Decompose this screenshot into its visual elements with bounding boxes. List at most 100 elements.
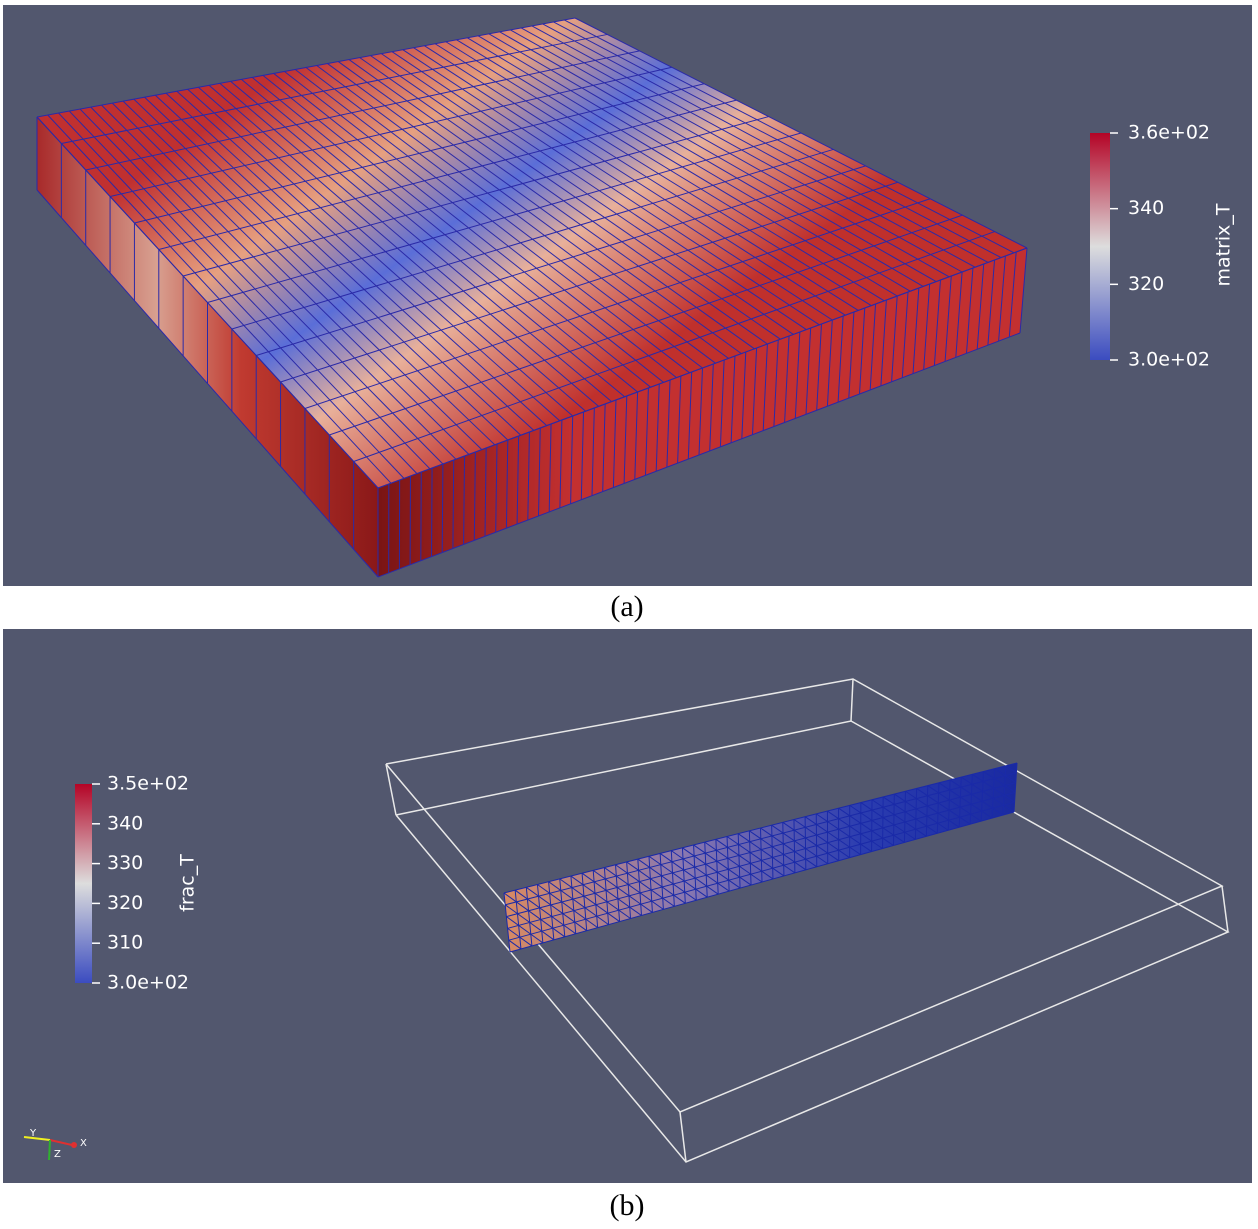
fracture-mesh — [503, 762, 1018, 953]
mesh-line — [693, 844, 697, 901]
mesh-line — [294, 69, 690, 374]
mesh-line — [527, 431, 530, 521]
mesh-line — [36, 189, 379, 578]
mesh-line — [402, 49, 820, 326]
mesh-line — [771, 824, 829, 865]
mesh-line — [463, 455, 466, 545]
colorbar-tick-label: 320 — [107, 892, 143, 914]
mesh-line — [894, 793, 949, 831]
mesh-line — [155, 94, 522, 436]
mesh-line — [538, 427, 541, 517]
mesh-line — [804, 816, 861, 856]
mesh-line — [542, 23, 989, 263]
mesh-line — [564, 19, 1015, 254]
colorbar-tick-label: 3.6e+02 — [1128, 122, 1210, 144]
mesh-line — [938, 782, 993, 819]
mesh-line — [760, 827, 818, 868]
mesh-line — [925, 785, 929, 837]
mesh-line — [773, 339, 779, 427]
mesh-line — [687, 371, 693, 460]
colorbar-tick-label: 310 — [107, 932, 143, 954]
mesh-line — [36, 116, 379, 489]
mesh-line — [514, 890, 522, 950]
mesh-line — [122, 100, 483, 450]
colorbar-tick-label: 3.5e+02 — [107, 773, 189, 795]
mesh-line — [525, 887, 533, 946]
mesh-line — [771, 825, 774, 879]
mesh-line — [719, 359, 725, 447]
mesh-line — [730, 355, 736, 443]
mesh-line — [677, 375, 682, 464]
mesh-line — [581, 873, 588, 931]
mesh-line — [424, 45, 846, 316]
mesh-line — [737, 833, 741, 889]
mesh-line — [198, 86, 574, 417]
mesh-line — [859, 307, 866, 395]
caption: (b) — [610, 1189, 645, 1222]
mesh-line — [504, 904, 555, 941]
mesh-line — [316, 65, 716, 364]
mesh-line — [903, 791, 906, 843]
mesh-line — [133, 98, 496, 446]
mesh-line — [880, 299, 887, 386]
mesh-line — [441, 463, 444, 553]
mesh-line — [815, 813, 818, 867]
mesh-line — [615, 864, 621, 922]
mesh-line — [737, 833, 796, 874]
mesh-line — [659, 853, 719, 895]
mesh-line — [958, 777, 962, 828]
mesh-line — [816, 323, 822, 411]
mesh-line — [804, 816, 807, 870]
mesh-line — [912, 287, 920, 374]
colorbar-b — [75, 784, 92, 983]
mesh-line — [784, 335, 790, 423]
mesh-line — [548, 423, 552, 512]
axis-label: X — [80, 1138, 87, 1149]
mesh-line — [882, 796, 938, 834]
mesh-line — [892, 794, 895, 846]
mesh-line — [936, 782, 940, 834]
mesh-line — [637, 858, 697, 901]
mesh-line — [681, 847, 686, 904]
mesh-line — [760, 827, 763, 883]
colorbar-tick-label: 3.0e+02 — [1128, 349, 1210, 371]
mesh-line — [947, 779, 951, 831]
mesh-line — [762, 343, 768, 431]
mesh-line — [645, 387, 649, 476]
mesh-line — [612, 399, 617, 488]
mesh-line — [655, 383, 660, 472]
mesh-line — [960, 776, 1015, 813]
mesh-line — [698, 367, 703, 456]
mesh-line — [327, 63, 729, 359]
mesh-line — [726, 836, 785, 877]
mesh-line — [815, 813, 872, 852]
mesh-line — [559, 878, 566, 937]
mesh-line — [987, 259, 996, 346]
mesh-line — [262, 75, 651, 388]
axes-triad: X Y Z — [23, 1128, 87, 1161]
mesh-line — [916, 788, 971, 825]
mesh-line — [381, 53, 794, 335]
mesh-line — [682, 847, 741, 889]
colorbar-tick-label: 340 — [1128, 197, 1164, 219]
axis-label: Z — [54, 1149, 61, 1160]
mesh-line — [68, 110, 418, 474]
mesh-line — [782, 822, 785, 876]
mesh-line — [508, 939, 522, 950]
mesh-line — [90, 106, 444, 465]
mesh-line — [659, 853, 664, 910]
mesh-line — [637, 859, 642, 916]
mesh-line — [749, 830, 807, 871]
mesh-line — [1005, 765, 1017, 774]
mesh-line — [526, 886, 587, 932]
mesh-line — [230, 80, 612, 402]
caption: (a) — [610, 590, 643, 623]
mesh-line — [626, 861, 632, 919]
mesh-line — [516, 435, 520, 525]
colorbar-tick-label: 330 — [107, 852, 143, 874]
mesh-line — [377, 247, 1028, 489]
mesh-line — [574, 17, 1028, 249]
mesh-line — [1013, 762, 1018, 813]
